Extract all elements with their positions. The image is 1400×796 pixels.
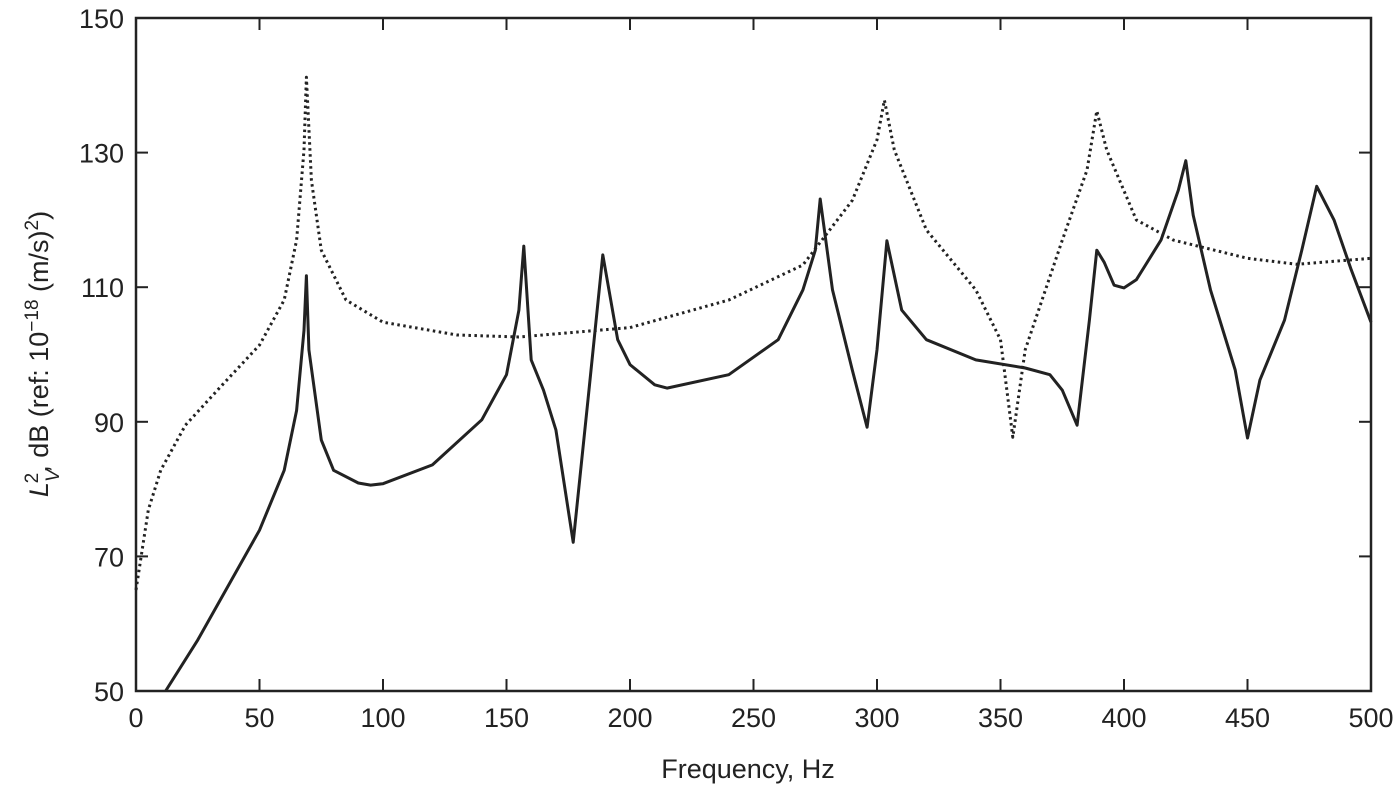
y-axis-label-part: ) <box>24 211 54 220</box>
x-tick-label: 500 <box>1348 703 1393 733</box>
y-axis-label: LV2, dB (ref: 10−18 (m/s)2) <box>22 211 64 497</box>
x-tick-label: 300 <box>854 703 899 733</box>
y-tick-label: 130 <box>79 139 124 169</box>
y-axis-label-part: 2 <box>22 473 43 484</box>
x-tick-label: 200 <box>607 703 652 733</box>
x-tick-label: 250 <box>731 703 776 733</box>
y-axis-label-part: , dB (ref: 10 <box>24 332 54 473</box>
series-line <box>134 75 1372 591</box>
x-tick-label: 350 <box>978 703 1023 733</box>
y-axis-label-part: V <box>43 467 64 482</box>
y-tick-label: 90 <box>94 408 124 438</box>
x-tick-label: 400 <box>1101 703 1146 733</box>
x-tick-label: 0 <box>128 703 143 733</box>
y-axis-label-part: −18 <box>22 299 43 331</box>
x-tick-label: 450 <box>1225 703 1270 733</box>
y-tick-label: 50 <box>94 677 124 707</box>
y-axis-label-part: 2 <box>22 220 43 231</box>
y-axis-label-part: (m/s) <box>24 230 54 299</box>
y-tick-label: 70 <box>94 542 124 572</box>
y-axis-label-part: L <box>24 482 54 497</box>
plot-frame <box>134 16 1373 693</box>
y-tick-label: 110 <box>81 273 124 303</box>
series-line <box>164 159 1373 692</box>
x-tick-label: 150 <box>484 703 529 733</box>
y-tick-label: 150 <box>79 4 124 34</box>
x-axis-label: Frequency, Hz <box>661 754 835 784</box>
x-tick-label: 100 <box>360 703 405 733</box>
x-tick-label: 50 <box>244 703 274 733</box>
